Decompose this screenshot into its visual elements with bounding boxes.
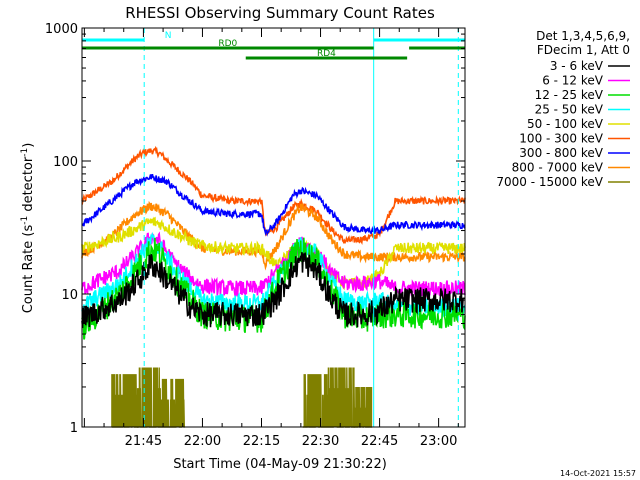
decimation-marker-label: RD4 xyxy=(317,49,336,59)
night-marker-label: N xyxy=(165,31,172,41)
x-tick-label: 22:15 xyxy=(243,434,280,449)
legend-entry: 25 - 50 keV xyxy=(535,103,604,117)
x-tick-label: 21:45 xyxy=(125,434,162,449)
high-energy-burst xyxy=(302,374,329,428)
high-energy-burst xyxy=(111,374,139,428)
series-layer xyxy=(81,145,466,428)
high-energy-burst xyxy=(353,386,373,428)
marker-layer: N RD0 RD4 xyxy=(81,28,465,427)
legend-header: FDecim 1, Att 0 xyxy=(537,43,630,57)
x-tick-label: 22:45 xyxy=(361,434,398,449)
legend-entry: 7000 - 15000 keV xyxy=(496,175,603,189)
y-axis: 1 10 100 1000 xyxy=(45,22,465,436)
y-tick-label: 1 xyxy=(70,421,78,436)
x-tick-label: 22:30 xyxy=(302,434,339,449)
series-line xyxy=(81,145,466,246)
x-tick-label: 22:00 xyxy=(184,434,221,449)
y-axis-label: Count Rate (s-1 detector-1) xyxy=(20,143,36,314)
legend: Det 1,3,4,5,6,9,FDecim 1, Att 0 3 - 6 keV… xyxy=(496,29,630,189)
series-line xyxy=(81,216,466,291)
x-axis-label: Start Time (04-May-09 21:30:22) xyxy=(173,457,387,472)
chart-title: RHESSI Observing Summary Count Rates xyxy=(125,4,435,22)
high-energy-burst xyxy=(136,367,162,428)
high-energy-burst xyxy=(327,367,355,428)
x-tick-label: 23:00 xyxy=(420,434,457,449)
legend-entry: 6 - 12 keV xyxy=(542,74,604,88)
series-line xyxy=(81,200,466,271)
series-line xyxy=(81,231,466,319)
y-tick-label: 1000 xyxy=(45,22,78,37)
y-tick-label: 10 xyxy=(61,288,78,303)
series-line xyxy=(81,252,466,329)
high-energy-burst xyxy=(160,378,185,428)
legend-entry: 100 - 300 keV xyxy=(519,132,603,146)
footer-date: 14-Oct-2021 15:57 xyxy=(560,469,636,478)
y-tick-label: 100 xyxy=(53,155,78,170)
legend-entry: 3 - 6 keV xyxy=(550,59,604,73)
decimation-marker-label: RD0 xyxy=(218,39,237,49)
legend-entry: 50 - 100 keV xyxy=(527,117,604,131)
legend-entry: 300 - 800 keV xyxy=(519,146,603,160)
plot-frame xyxy=(81,27,466,428)
series-line xyxy=(81,173,466,237)
x-axis: 21:45 22:00 22:15 22:30 22:45 23:00 xyxy=(83,28,459,449)
legend-entry: 800 - 7000 keV xyxy=(512,161,604,175)
legend-header: Det 1,3,4,5,6,9, xyxy=(536,29,630,43)
legend-entry: 12 - 25 keV xyxy=(535,88,604,102)
